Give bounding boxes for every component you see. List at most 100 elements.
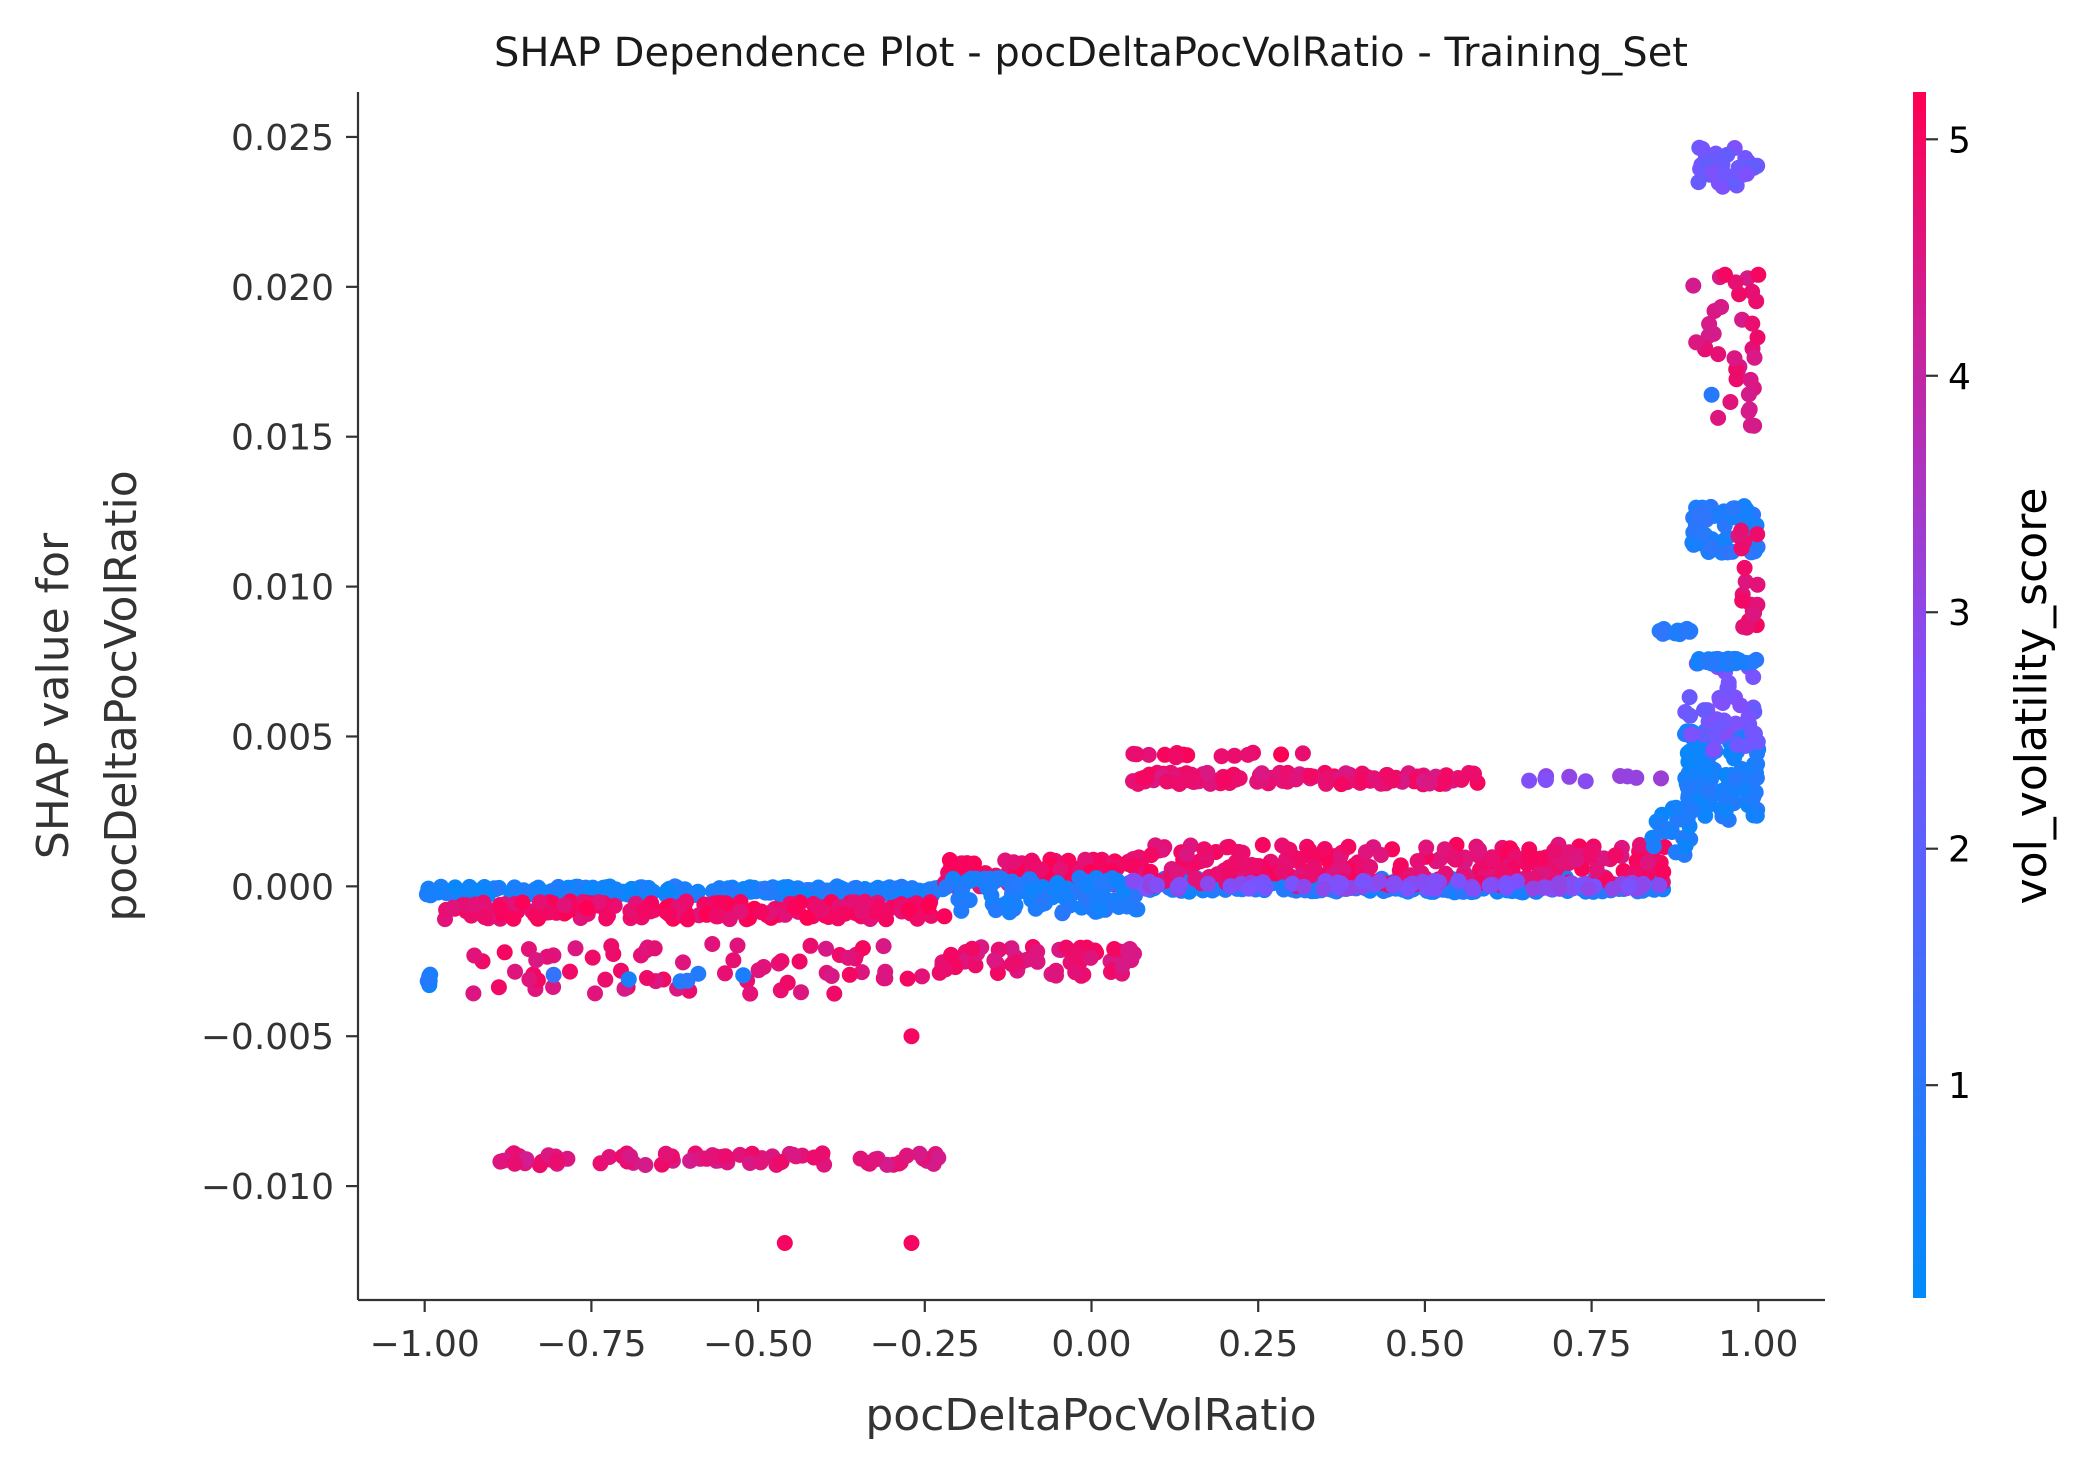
scatter-point [1414, 873, 1431, 890]
scatter-point [1682, 707, 1699, 724]
scatter-point [1726, 350, 1743, 367]
scatter-point [1399, 881, 1416, 897]
scatter-point [1481, 877, 1498, 894]
scatter-point [1114, 957, 1131, 974]
x-tick-label: 0.00 [1051, 1324, 1131, 1365]
scatter-point [785, 1146, 802, 1163]
scatter-point [1749, 526, 1766, 543]
scatter-point [1732, 697, 1749, 714]
y-axis-label-line-2: pocDeltaPocVolRatio [96, 470, 147, 921]
scatter-point [1722, 394, 1739, 410]
scatter-point [1688, 334, 1705, 351]
scatter-point [1007, 897, 1024, 914]
colorbar-tick-label: 5 [1948, 120, 1971, 161]
scatter-point [1713, 299, 1730, 315]
scatter-point [753, 904, 770, 921]
scatter-point [595, 879, 612, 896]
scatter-point [1340, 838, 1357, 855]
scatter-point [1119, 898, 1135, 915]
scatter-point [419, 973, 436, 990]
y-tick-label: 0.020 [231, 268, 334, 309]
scatter-point [1080, 877, 1097, 894]
x-axis-ticks: −1.00 −0.75 −0.50 −0.25 0.00 0.25 0.50 0.75 1.00 [370, 1300, 1798, 1365]
x-tick-label: 0.75 [1552, 1324, 1632, 1365]
scatter-point [809, 898, 826, 915]
scatter-point [712, 895, 729, 911]
colorbar-tick-label: 4 [1948, 357, 1971, 398]
scatter-point [1628, 769, 1645, 786]
scatter-point [1418, 839, 1435, 856]
scatter-point [802, 937, 819, 954]
colorbar-tick-label: 2 [1948, 830, 1971, 871]
scatter-point [1561, 768, 1578, 785]
scatter-point [1507, 848, 1524, 865]
scatter-point [1694, 525, 1711, 542]
scatter-points [418, 139, 1767, 1251]
y-tick-label: 0.010 [231, 568, 334, 609]
scatter-point [1109, 872, 1126, 889]
scatter-point [1734, 592, 1751, 609]
scatter-point [1712, 693, 1729, 710]
scatter-point [1082, 949, 1099, 966]
scatter-point [1119, 942, 1136, 959]
x-tick-label: 0.50 [1385, 1324, 1465, 1365]
scatter-point [943, 946, 960, 963]
scatter-point [1199, 764, 1216, 781]
scatter-point [678, 893, 695, 910]
scatter-point [514, 894, 531, 911]
scatter-point [1445, 849, 1462, 866]
scatter-point [1746, 725, 1763, 742]
scatter-point [1620, 878, 1637, 895]
scatter-point [943, 858, 960, 875]
scatter-point [1294, 745, 1311, 762]
y-axis-label-line-1: SHAP value for [28, 532, 79, 859]
scatter-point [1577, 773, 1594, 790]
scatter-point [1717, 789, 1734, 806]
scatter-point [659, 882, 676, 898]
scatter-point [1568, 851, 1585, 868]
scatter-point [1092, 900, 1109, 917]
scatter-point [1366, 770, 1383, 787]
scatter-point [732, 903, 749, 920]
scatter-point [1705, 741, 1722, 758]
scatter-point [1738, 501, 1755, 518]
scatter-point [1428, 873, 1445, 890]
scatter-point [752, 1154, 769, 1171]
scatter-point [793, 984, 809, 1001]
scatter-point [755, 959, 772, 975]
scatter-point [779, 974, 796, 991]
scatter-point [496, 944, 513, 961]
scatter-point [1008, 954, 1024, 971]
scatter-point [1746, 771, 1763, 788]
scatter-point [1465, 881, 1482, 898]
scatter-point [505, 910, 522, 927]
scatter-point [1697, 807, 1714, 824]
scatter-point [1301, 842, 1318, 859]
scatter-point [1058, 939, 1075, 956]
scatter-point [639, 970, 655, 986]
scatter-point [1453, 771, 1470, 788]
scatter-point [853, 903, 870, 920]
scatter-point [1159, 773, 1175, 790]
scatter-point [787, 899, 804, 916]
scatter-point [1355, 873, 1372, 889]
scatter-point [1226, 747, 1243, 764]
scatter-point [507, 963, 523, 980]
scatter-point [870, 899, 887, 916]
scatter-point [1167, 749, 1184, 766]
scatter-point [584, 949, 601, 966]
scatter-point [1740, 709, 1757, 726]
scatter-point [742, 985, 759, 1002]
scatter-point [620, 971, 637, 988]
scatter-point [1125, 872, 1142, 889]
scatter-point [1052, 861, 1069, 877]
scatter-point [826, 985, 843, 1002]
scatter-point [562, 963, 578, 980]
scatter-point [920, 898, 937, 915]
scatter-point [1700, 782, 1717, 799]
scatter-point [1681, 689, 1698, 706]
scatter-point [590, 894, 607, 911]
scatter-point [1005, 854, 1022, 871]
scatter-point [1315, 880, 1332, 897]
scatter-point [578, 900, 595, 917]
